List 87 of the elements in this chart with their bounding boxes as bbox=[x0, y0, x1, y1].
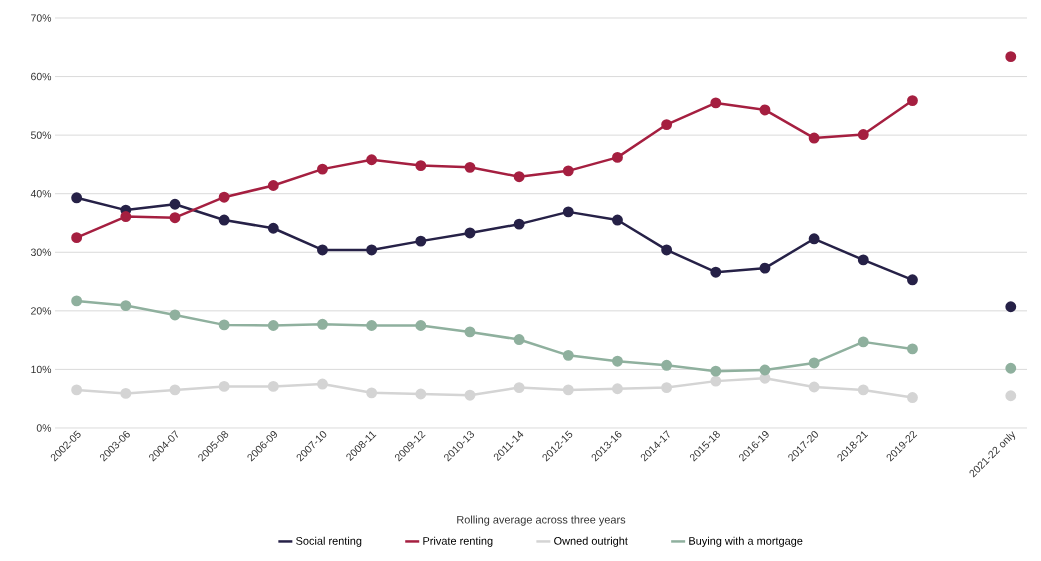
legend-label: Owned outright bbox=[554, 536, 628, 547]
point bbox=[1005, 362, 1017, 374]
point bbox=[317, 378, 328, 390]
point bbox=[513, 218, 525, 230]
point bbox=[808, 357, 820, 369]
point bbox=[464, 326, 476, 338]
point bbox=[317, 244, 328, 256]
point bbox=[808, 132, 820, 144]
point bbox=[1005, 51, 1017, 63]
point bbox=[120, 211, 132, 222]
x-axis-title: Rolling average across three years bbox=[457, 515, 626, 526]
point bbox=[415, 235, 427, 247]
point bbox=[317, 163, 328, 175]
point bbox=[169, 384, 181, 396]
point bbox=[857, 254, 869, 266]
point bbox=[267, 222, 279, 234]
point bbox=[169, 309, 181, 321]
point bbox=[366, 244, 378, 256]
point bbox=[267, 180, 279, 191]
point bbox=[464, 389, 476, 401]
point bbox=[857, 384, 869, 396]
point bbox=[612, 151, 623, 163]
point bbox=[464, 161, 476, 173]
point bbox=[267, 320, 279, 331]
point bbox=[612, 214, 623, 226]
y-tick-label: 60% bbox=[31, 72, 52, 81]
y-tick-label: 10% bbox=[31, 365, 52, 374]
point bbox=[661, 359, 673, 371]
point bbox=[513, 171, 525, 183]
point bbox=[710, 365, 722, 377]
point bbox=[415, 160, 427, 172]
y-tick-label: 70% bbox=[31, 14, 52, 22]
point bbox=[612, 383, 623, 395]
point bbox=[71, 295, 83, 307]
point bbox=[710, 97, 722, 109]
y-tick-label: 30% bbox=[30, 248, 52, 256]
legend-label: Buying with a mortgage bbox=[689, 536, 803, 547]
point bbox=[759, 364, 771, 376]
point bbox=[710, 375, 722, 387]
point bbox=[218, 319, 230, 331]
legend-label: Private renting bbox=[423, 536, 493, 547]
y-tick-label: 40% bbox=[30, 190, 52, 198]
point bbox=[907, 343, 918, 355]
point bbox=[562, 206, 574, 218]
point bbox=[562, 384, 574, 396]
point bbox=[169, 212, 181, 224]
point bbox=[1005, 390, 1017, 402]
point bbox=[366, 320, 378, 331]
point bbox=[366, 154, 378, 166]
point bbox=[808, 233, 820, 245]
point bbox=[907, 274, 918, 286]
point bbox=[907, 392, 918, 403]
point bbox=[661, 382, 673, 394]
point bbox=[464, 227, 476, 239]
point bbox=[808, 381, 820, 393]
point bbox=[661, 119, 673, 131]
point bbox=[218, 380, 230, 392]
point bbox=[513, 334, 525, 345]
point bbox=[1005, 301, 1017, 313]
point bbox=[661, 244, 673, 256]
y-tick-label: 20% bbox=[31, 307, 52, 315]
point bbox=[415, 320, 427, 331]
point bbox=[513, 382, 525, 394]
point bbox=[218, 191, 230, 203]
point bbox=[857, 336, 869, 348]
point bbox=[562, 349, 574, 361]
legend-label: Social renting bbox=[296, 536, 362, 547]
point bbox=[857, 129, 869, 140]
point bbox=[71, 232, 83, 244]
point bbox=[415, 388, 427, 400]
point bbox=[169, 198, 181, 210]
point bbox=[759, 104, 771, 116]
point bbox=[759, 262, 771, 274]
point bbox=[71, 384, 83, 396]
point bbox=[710, 266, 722, 278]
y-tick-label: 50% bbox=[30, 131, 52, 139]
point bbox=[120, 387, 132, 399]
point bbox=[71, 192, 83, 204]
point bbox=[120, 300, 132, 312]
point bbox=[267, 380, 279, 392]
point bbox=[907, 95, 918, 107]
point bbox=[366, 387, 378, 399]
y-tick-label: 0% bbox=[36, 424, 52, 432]
point bbox=[218, 214, 230, 226]
point bbox=[562, 165, 574, 177]
point bbox=[317, 318, 328, 330]
point bbox=[612, 355, 623, 367]
